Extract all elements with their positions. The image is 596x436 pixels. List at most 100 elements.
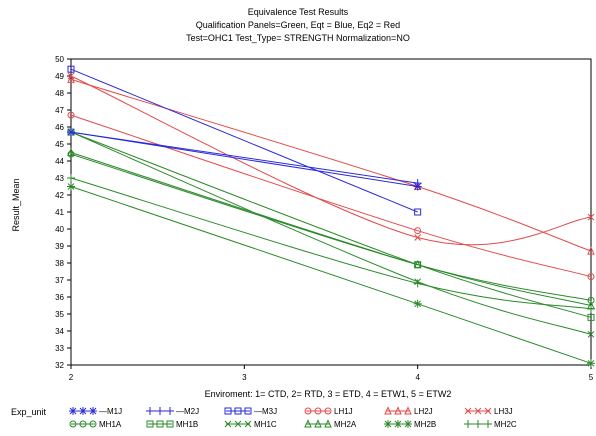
legend-marker [244, 407, 252, 415]
legend-marker [89, 420, 97, 428]
legend-marker [234, 420, 242, 428]
legend-marker [474, 420, 482, 428]
point-mh1b [587, 313, 595, 321]
legend-marker [324, 419, 332, 428]
legend-marker [146, 420, 154, 428]
legend-label: —M1J [99, 407, 122, 416]
legend-label: MH2B [414, 420, 436, 429]
point-lh1j [67, 111, 75, 119]
legend-entry-m1j: —M1J [69, 407, 122, 416]
y-tick-label: 37 [55, 276, 64, 285]
point-mh2c [67, 174, 75, 182]
legend-marker [79, 420, 87, 428]
point-mh2b [587, 359, 595, 368]
legend-label: —M3J [254, 407, 277, 416]
series-line-lh1j [70, 114, 592, 278]
legend-entry-lh2j: LH2J [384, 406, 433, 416]
legend-entry-lh1j: LH1J [304, 407, 353, 416]
point-mh2b [67, 182, 75, 191]
y-tick-label: 46 [55, 123, 64, 132]
chart-subtitle-2: Test=OHC1 Test_Type= STRENGTH Normalizat… [186, 33, 410, 43]
legend-marker [484, 407, 492, 415]
point-lh3j [587, 213, 595, 221]
y-tick-label: 49 [55, 72, 64, 81]
y-tick-label: 32 [55, 361, 64, 370]
y-tick-label: 50 [55, 55, 64, 64]
series-mh1a [67, 150, 595, 304]
legend-label: MH1A [99, 420, 122, 429]
series-mh2b [67, 182, 595, 368]
series-mh1b [67, 128, 595, 321]
legend-entry-m3j: —M3J [224, 407, 277, 416]
point-lh3j [67, 72, 75, 80]
legend-entry-mh1a: MH1A [69, 420, 122, 429]
y-tick-label: 43 [55, 174, 64, 183]
legend-marker [69, 407, 77, 415]
legend-marker [314, 419, 322, 428]
series-m2j [67, 128, 422, 188]
point-mh2a [67, 147, 75, 156]
legend-marker [324, 407, 332, 415]
legend-marker [224, 420, 232, 428]
series-line-m2j [70, 131, 418, 184]
series-line-mh2b [70, 186, 592, 364]
legend-entry-mh2a: MH2A [304, 419, 357, 429]
x-tick-label: 2 [69, 373, 74, 382]
series-line-mh2a [70, 152, 592, 306]
legend-entry-mh1b: MH1B [146, 420, 198, 429]
point-mh1a [67, 150, 75, 158]
legend-marker [384, 406, 392, 415]
legend-marker [404, 406, 412, 415]
point-mh2c [413, 279, 422, 288]
x-tick-label: 3 [242, 373, 247, 382]
x-axis-label: Enviroment: 1= CTD, 2= RTD, 3 = ETD, 4 =… [204, 389, 452, 399]
legend-marker [156, 407, 164, 415]
legend-marker [69, 420, 77, 428]
y-tick-label: 40 [55, 225, 64, 234]
legend-marker [224, 407, 232, 415]
x-tick-label: 4 [415, 373, 420, 382]
legend-label: LH1J [334, 407, 353, 416]
legend-marker [304, 407, 312, 415]
series-line-m1j [70, 131, 418, 187]
legend-label: MH2A [334, 420, 357, 429]
series-line-m3j [70, 68, 418, 213]
legend-marker [89, 407, 97, 415]
series-lh1j [67, 111, 595, 281]
series-mh2c [67, 174, 595, 313]
y-tick-label: 42 [55, 191, 64, 200]
legend-marker [464, 420, 472, 428]
series-line-mh2c [70, 177, 592, 310]
y-tick-label: 36 [55, 293, 64, 302]
y-tick-label: 39 [55, 242, 64, 251]
legend-marker [384, 420, 392, 428]
legend-marker [79, 407, 87, 415]
y-tick-label: 34 [55, 327, 64, 336]
chart-title: Equivalence Test Results [247, 7, 349, 17]
legend-marker [404, 420, 412, 428]
legend-label: LH3J [494, 407, 513, 416]
legend-entry-mh2c: MH2C [464, 420, 517, 429]
legend-marker [146, 407, 154, 415]
chart-subtitle: Qualification Panels=Green, Eqt = Blue, … [195, 20, 401, 30]
point-lh1j [587, 273, 595, 281]
legend-label: MH1C [254, 420, 277, 429]
chart-title-block: Equivalence Test Results Qualification P… [0, 6, 596, 45]
legend-marker [394, 406, 402, 415]
point-mh2a [413, 260, 422, 269]
point-m2j [413, 179, 422, 188]
x-tick-label: 5 [589, 373, 594, 382]
y-tick-label: 33 [55, 344, 64, 353]
y-tick-label: 47 [55, 106, 64, 115]
legend-label: —M2J [176, 407, 199, 416]
legend-marker [156, 420, 164, 428]
legend-marker [394, 420, 402, 428]
point-m3j [414, 208, 422, 216]
legend-title: Exp_unit [11, 407, 47, 417]
point-mh2b [413, 299, 422, 308]
legend-marker [464, 407, 472, 415]
legend-marker [474, 407, 482, 415]
series-line-lh3j [70, 75, 592, 246]
legend-marker [484, 420, 492, 428]
legend-entry-lh3j: LH3J [464, 407, 513, 416]
